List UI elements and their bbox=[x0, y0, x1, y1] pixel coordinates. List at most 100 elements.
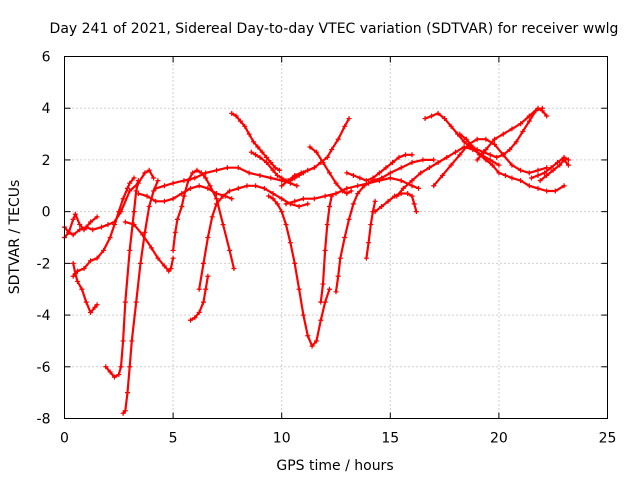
data-point bbox=[557, 162, 563, 168]
data-point bbox=[346, 116, 352, 122]
data-point bbox=[311, 196, 317, 202]
x-tick-label: 25 bbox=[599, 431, 617, 447]
data-point bbox=[170, 247, 176, 253]
data-point bbox=[528, 175, 534, 181]
data-point bbox=[298, 170, 304, 176]
data-point bbox=[535, 185, 541, 191]
series-line bbox=[476, 107, 548, 161]
data-point bbox=[122, 299, 128, 305]
data-point bbox=[387, 170, 393, 176]
data-point bbox=[340, 188, 346, 194]
series-track-12 bbox=[196, 183, 311, 292]
data-point bbox=[431, 157, 437, 163]
data-point bbox=[487, 157, 493, 163]
data-point bbox=[394, 193, 400, 199]
data-point bbox=[83, 224, 89, 230]
data-point bbox=[142, 229, 148, 235]
series-track-21 bbox=[344, 152, 415, 184]
data-point bbox=[535, 105, 541, 111]
data-point bbox=[259, 149, 265, 155]
data-point bbox=[418, 170, 424, 176]
data-point bbox=[535, 172, 541, 178]
series-line bbox=[365, 200, 377, 260]
data-point bbox=[483, 157, 489, 163]
data-point bbox=[409, 193, 415, 199]
data-point bbox=[205, 235, 211, 240]
data-point bbox=[333, 289, 339, 295]
series-track-28 bbox=[474, 105, 550, 163]
data-point bbox=[409, 152, 415, 158]
y-tick-label: -8 bbox=[37, 412, 51, 428]
data-point bbox=[190, 170, 196, 176]
data-point bbox=[487, 152, 493, 158]
data-point bbox=[361, 183, 367, 189]
data-point bbox=[518, 167, 524, 173]
series-track-1 bbox=[62, 211, 100, 240]
data-point bbox=[313, 338, 319, 344]
data-point bbox=[296, 203, 302, 209]
data-point bbox=[79, 286, 85, 292]
data-point bbox=[305, 333, 311, 339]
data-point bbox=[387, 175, 393, 181]
data-point bbox=[70, 260, 76, 266]
data-point bbox=[370, 175, 376, 181]
series-track-14 bbox=[248, 149, 306, 184]
data-point bbox=[448, 123, 454, 129]
data-point bbox=[333, 180, 339, 186]
data-point bbox=[214, 201, 220, 207]
data-point bbox=[94, 255, 100, 261]
data-point bbox=[311, 165, 317, 171]
data-point bbox=[244, 183, 250, 189]
data-point bbox=[537, 178, 543, 184]
data-point bbox=[231, 266, 237, 272]
data-point bbox=[270, 196, 276, 202]
data-point bbox=[170, 255, 176, 261]
data-point bbox=[452, 149, 458, 155]
y-tick-label: -2 bbox=[37, 256, 51, 272]
data-point bbox=[103, 364, 109, 370]
data-point bbox=[127, 188, 133, 194]
data-point bbox=[246, 170, 252, 176]
data-point bbox=[246, 131, 252, 137]
data-point bbox=[405, 191, 411, 197]
series-track-11 bbox=[187, 273, 211, 323]
data-point bbox=[329, 147, 335, 153]
series-track-15 bbox=[266, 193, 332, 349]
data-point bbox=[431, 183, 437, 189]
data-point bbox=[127, 364, 133, 370]
data-point bbox=[253, 152, 259, 158]
data-point bbox=[227, 247, 233, 253]
data-point bbox=[413, 209, 419, 215]
data-point bbox=[227, 188, 233, 194]
data-point bbox=[151, 188, 157, 194]
data-point bbox=[253, 183, 259, 189]
series-track-2 bbox=[62, 167, 157, 238]
data-point bbox=[526, 118, 532, 124]
data-point bbox=[502, 172, 508, 178]
data-point bbox=[77, 227, 83, 233]
data-point bbox=[207, 183, 213, 189]
data-point bbox=[111, 222, 117, 228]
data-point bbox=[344, 170, 350, 176]
series-line bbox=[458, 133, 566, 193]
data-point bbox=[274, 201, 280, 207]
data-point bbox=[561, 157, 567, 163]
series-line bbox=[267, 195, 331, 348]
data-point bbox=[555, 160, 561, 166]
data-point bbox=[205, 273, 211, 279]
data-point bbox=[203, 170, 209, 176]
data-point bbox=[474, 136, 480, 142]
data-point bbox=[250, 139, 256, 145]
data-point bbox=[155, 178, 161, 184]
data-point bbox=[179, 203, 185, 209]
series-track-16 bbox=[279, 116, 352, 189]
data-point bbox=[133, 188, 139, 194]
data-point bbox=[116, 372, 122, 378]
data-point bbox=[229, 110, 235, 116]
data-point bbox=[309, 343, 315, 349]
data-point bbox=[357, 175, 363, 181]
data-point bbox=[300, 312, 306, 318]
y-tick-label: 2 bbox=[42, 153, 51, 169]
data-point bbox=[131, 222, 137, 228]
data-point bbox=[94, 302, 100, 308]
